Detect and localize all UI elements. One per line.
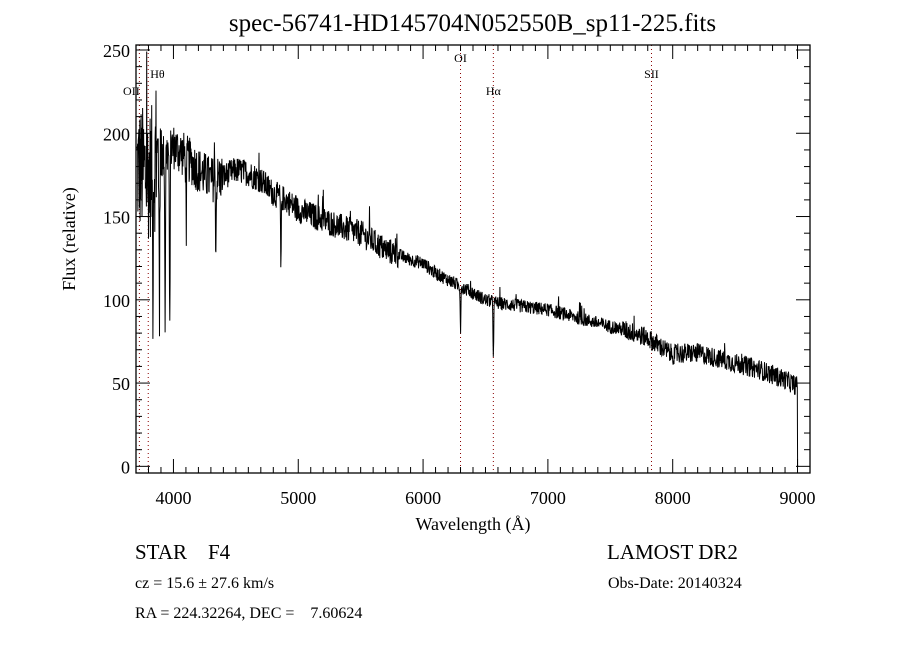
y-tick-label: 250 (103, 41, 130, 61)
x-tick-label: 5000 (280, 488, 316, 508)
y-tick-label: 100 (103, 291, 130, 311)
x-tick-label: 8000 (655, 488, 691, 508)
y-tick-label: 150 (103, 208, 130, 228)
y-tick-label: 50 (112, 374, 130, 394)
y-tick-label: 0 (121, 457, 130, 477)
object-class: STAR F4 (135, 540, 231, 564)
y-tick-label: 200 (103, 124, 130, 144)
plot-frame (135, 44, 811, 474)
x-tick-label: 4000 (155, 488, 191, 508)
redshift-cz: cz = 15.6 ± 27.6 km/s (135, 575, 275, 592)
x-tick-label: 7000 (530, 488, 566, 508)
x-axis-label: Wavelength (Å) (415, 514, 530, 535)
survey-label: LAMOST DR2 (607, 540, 738, 564)
spectrum-line (136, 51, 799, 467)
line-marker-label: Hθ (150, 67, 165, 81)
line-marker-label: OI (454, 51, 467, 65)
line-marker-label: OII (123, 84, 140, 98)
line-marker-label: Hα (486, 84, 502, 98)
obs-date: Obs-Date: 20140324 (608, 575, 742, 592)
x-tick-label: 9000 (780, 488, 816, 508)
x-tick-label: 6000 (405, 488, 441, 508)
chart-title: spec-56741-HD145704N052550B_sp11-225.fit… (228, 10, 717, 37)
ra-dec: RA = 224.32264, DEC = 7.60624 (135, 605, 363, 622)
line-marker-label: SII (644, 67, 659, 81)
y-axis-label: Flux (relative) (59, 187, 80, 290)
